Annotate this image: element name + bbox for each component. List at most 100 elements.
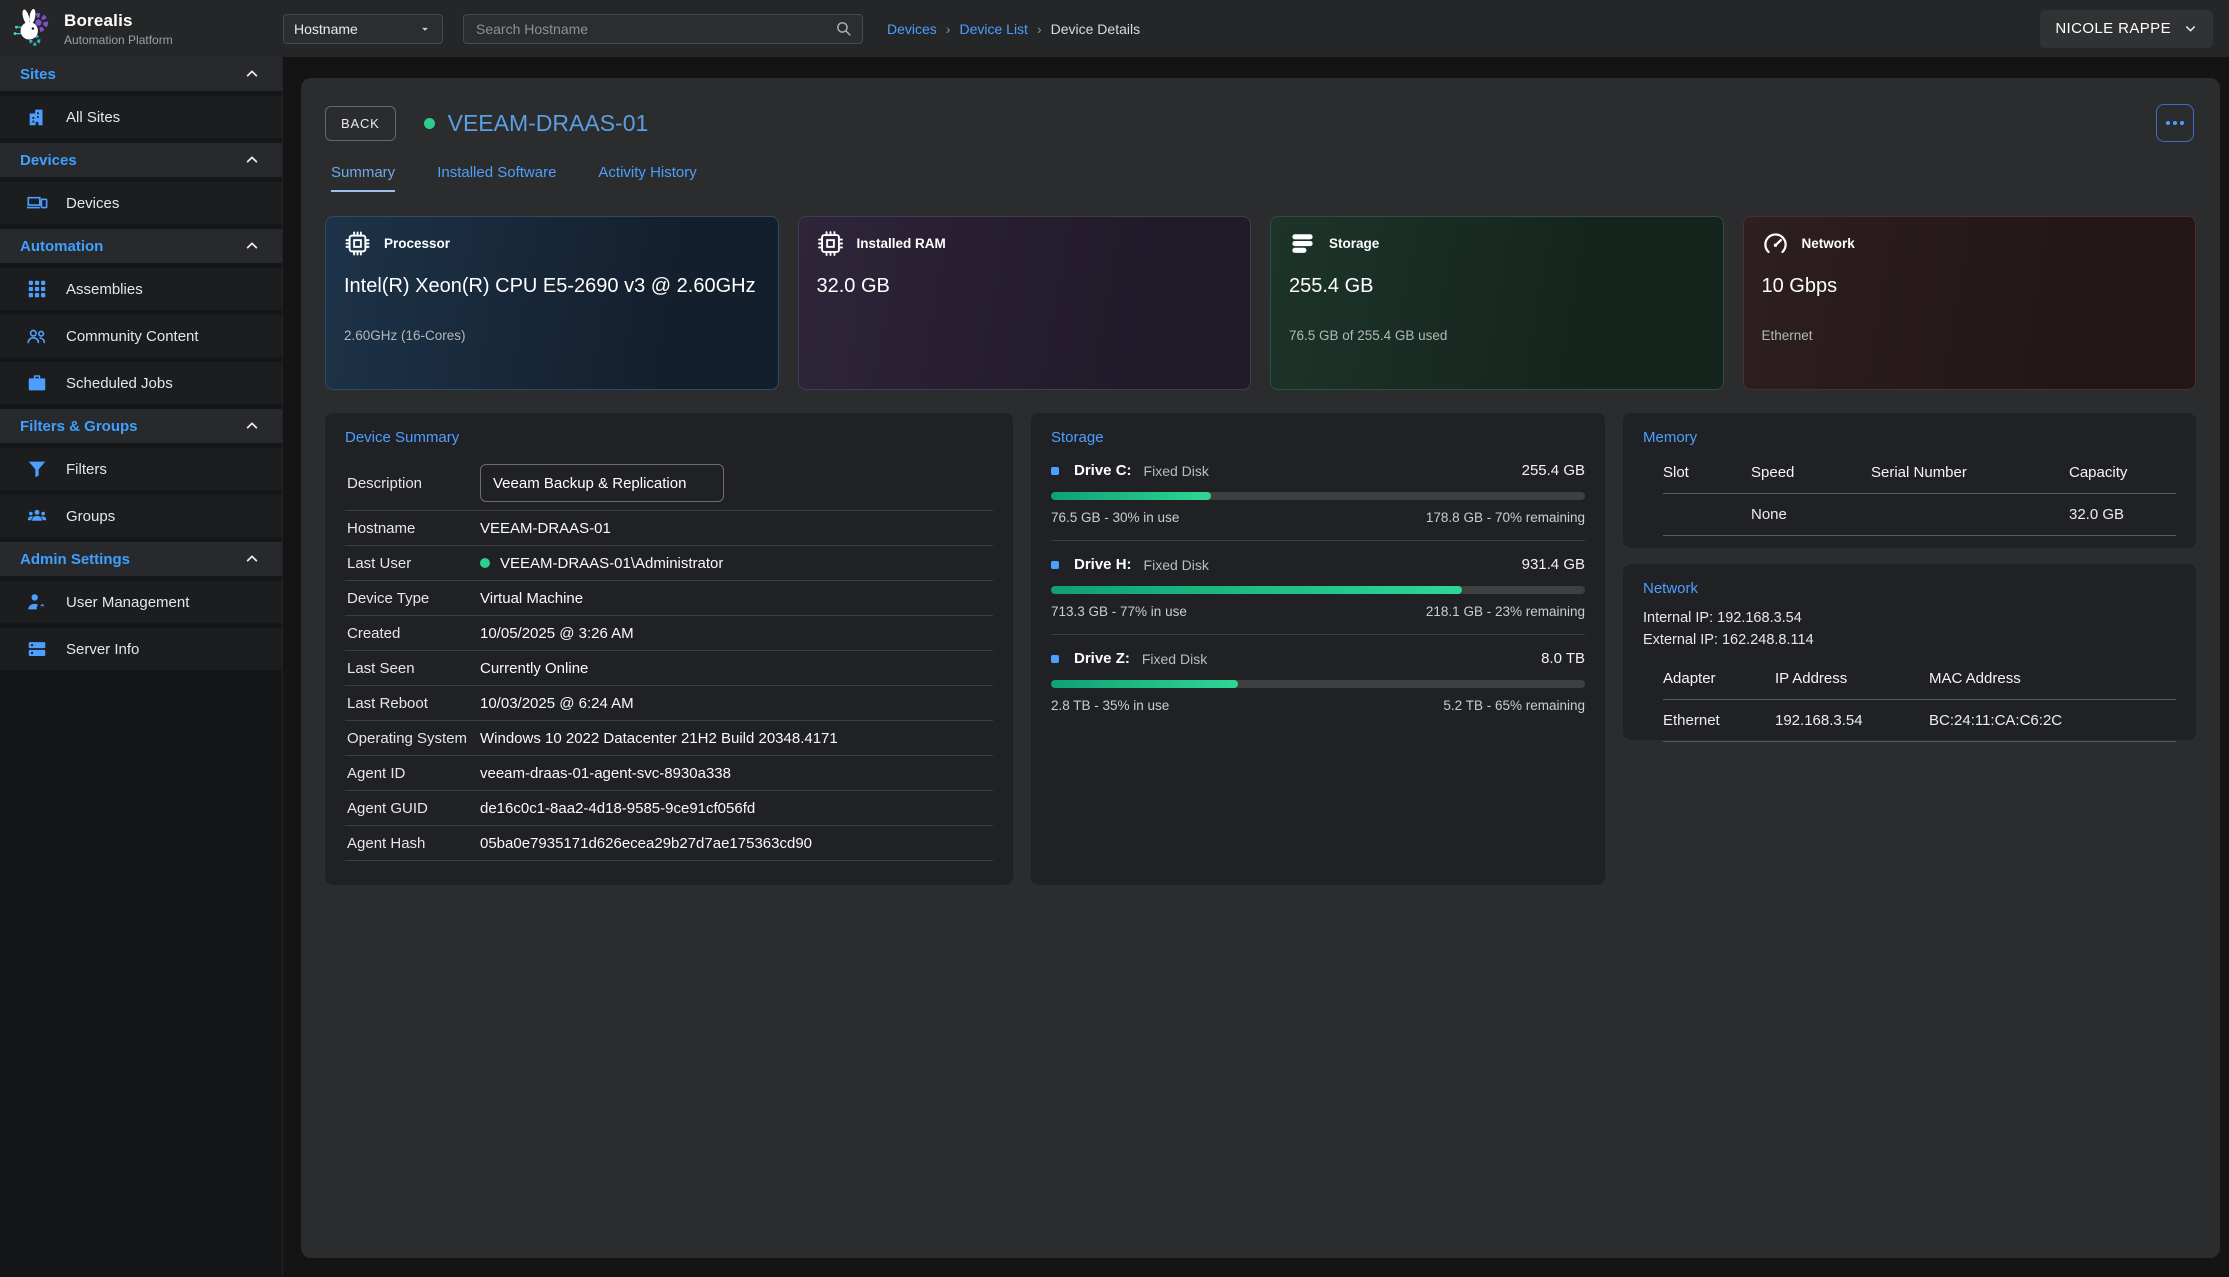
sidebar-item-community-content[interactable]: Community Content — [0, 315, 282, 357]
breadcrumb-device-list[interactable]: Device List — [959, 21, 1027, 37]
filter-icon — [26, 458, 48, 480]
drive-bullet-icon — [1051, 561, 1059, 569]
search-input[interactable] — [474, 20, 835, 38]
topbar: Borealis Automation Platform Hostname De… — [0, 0, 2229, 57]
memory-table: SlotSpeedSerial NumberCapacityNone32.0 G… — [1643, 460, 2176, 536]
summary-row-label: Agent GUID — [347, 800, 480, 817]
stat-card-installed-ram: Installed RAM32.0 GB — [798, 216, 1252, 390]
drive-type: Fixed Disk — [1142, 651, 1207, 667]
tab-installed-software[interactable]: Installed Software — [437, 164, 556, 192]
sidebar-item-user-management[interactable]: User Management — [0, 581, 282, 623]
sidebar-item-label: Devices — [66, 195, 119, 212]
stat-card-value: 32.0 GB — [817, 273, 1233, 300]
building-icon — [26, 106, 48, 128]
summary-row-label: Description — [347, 475, 480, 492]
tab-summary[interactable]: Summary — [331, 164, 395, 192]
more-options-button[interactable] — [2156, 104, 2194, 142]
breadcrumb: Devices›Device List›Device Details — [887, 21, 1140, 37]
ellipsis-icon — [2166, 121, 2170, 125]
chevron-up-icon — [244, 66, 260, 82]
stat-card-value: 10 Gbps — [1762, 273, 2178, 300]
chevron-down-icon — [418, 22, 432, 36]
sidebar-section-admin-settings[interactable]: Admin Settings — [0, 542, 282, 576]
chevron-up-icon — [244, 152, 260, 168]
stat-card-header: Network — [1762, 230, 2178, 257]
summary-row-value: VEEAM-DRAAS-01\Administrator — [480, 555, 723, 572]
sidebar-item-server-info[interactable]: Server Info — [0, 628, 282, 670]
server-icon — [26, 638, 48, 660]
drive-size: 255.4 GB — [1522, 462, 1585, 479]
brand: Borealis Automation Platform — [0, 7, 283, 51]
sidebar-item-label: Groups — [66, 508, 115, 525]
sidebar-item-label: Scheduled Jobs — [66, 375, 173, 392]
panel-title: Storage — [1051, 429, 1585, 446]
network-panel: Network Internal IP: 192.168.3.54 Extern… — [1623, 564, 2196, 740]
drive-usage-bar — [1051, 586, 1585, 594]
gauge-icon — [1762, 230, 1789, 257]
search-filter-dropdown[interactable]: Hostname — [283, 14, 443, 44]
network-column-header: MAC Address — [1929, 666, 2176, 700]
borealis-logo-icon — [10, 7, 54, 51]
drive-name: Drive H: — [1074, 556, 1132, 573]
drive-list: Drive C:Fixed Disk255.4 GB76.5 GB - 30% … — [1051, 462, 1585, 713]
sidebar-item-groups[interactable]: Groups — [0, 495, 282, 537]
people-icon — [26, 325, 48, 347]
search-box — [463, 14, 863, 44]
sidebar-item-label: Server Info — [66, 641, 139, 658]
stat-card-subtext: 2.60GHz (16-Cores) — [344, 328, 760, 343]
summary-row-value: veeam-draas-01-agent-svc-8930a338 — [480, 765, 731, 782]
drive-name: Drive C: — [1074, 462, 1132, 479]
search-icon[interactable] — [835, 20, 852, 37]
group-icon — [26, 505, 48, 527]
sidebar-item-assemblies[interactable]: Assemblies — [0, 268, 282, 310]
summary-value-text: 10/05/2025 @ 3:26 AM — [480, 625, 634, 642]
drive-type: Fixed Disk — [1144, 463, 1209, 479]
panel-title: Network — [1643, 580, 2176, 597]
sidebar-section-automation[interactable]: Automation — [0, 229, 282, 263]
network-table: AdapterIP AddressMAC AddressEthernet192.… — [1643, 666, 2176, 742]
device-details-container: BACK VEEAM-DRAAS-01 Summary Installed Sof… — [301, 78, 2220, 1258]
internal-ip: Internal IP: 192.168.3.54 — [1643, 607, 2176, 629]
drive-header-drive-c: Drive C: Fixed Disk 255.4 GB — [1051, 462, 1585, 479]
sidebar-item-label: User Management — [66, 594, 189, 611]
summary-row-value: Currently Online — [480, 660, 588, 677]
summary-row-label: Last Seen — [347, 660, 480, 677]
sidebar-item-devices[interactable]: Devices — [0, 182, 282, 224]
drive-type: Fixed Disk — [1144, 557, 1209, 573]
sidebar-section-sites[interactable]: Sites — [0, 57, 282, 91]
summary-value-text: 10/03/2025 @ 6:24 AM — [480, 695, 634, 712]
breadcrumb-device-details: Device Details — [1051, 21, 1140, 37]
drive-usage-labels: 713.3 GB - 77% in use218.1 GB - 23% rema… — [1051, 604, 1585, 619]
drive-remaining-label: 178.8 GB - 70% remaining — [1426, 510, 1585, 525]
drive-usage-fill — [1051, 680, 1238, 688]
tab-activity-history[interactable]: Activity History — [598, 164, 696, 192]
drive-bullet-icon — [1051, 467, 1059, 475]
sidebar-item-label: Assemblies — [66, 281, 143, 298]
user-menu-button[interactable]: NICOLE RAPPE — [2040, 10, 2213, 48]
drive-size: 931.4 GB — [1522, 556, 1585, 573]
sidebar-item-filters[interactable]: Filters — [0, 448, 282, 490]
breadcrumb-separator: › — [946, 21, 951, 37]
brand-name: Borealis — [64, 11, 173, 31]
sidebar-section-devices[interactable]: Devices — [0, 143, 282, 177]
sidebar-section-filters-groups[interactable]: Filters & Groups — [0, 409, 282, 443]
breadcrumb-devices[interactable]: Devices — [887, 21, 937, 37]
description-input[interactable] — [480, 464, 724, 502]
summary-value-text: Currently Online — [480, 660, 588, 677]
summary-row-label: Last Reboot — [347, 695, 480, 712]
online-status-dot — [424, 118, 435, 129]
drive-used-label: 713.3 GB - 77% in use — [1051, 604, 1187, 619]
summary-value-text: veeam-draas-01-agent-svc-8930a338 — [480, 765, 731, 782]
summary-row-operating-system: Operating SystemWindows 10 2022 Datacent… — [345, 721, 993, 756]
summary-row-value: 10/05/2025 @ 3:26 AM — [480, 625, 634, 642]
sidebar-item-scheduled-jobs[interactable]: Scheduled Jobs — [0, 362, 282, 404]
summary-row-value: VEEAM-DRAAS-01 — [480, 520, 611, 537]
drive-usage-fill — [1051, 492, 1211, 500]
stat-card-value: Intel(R) Xeon(R) CPU E5-2690 v3 @ 2.60GH… — [344, 273, 760, 300]
drive-header-drive-z: Drive Z:Fixed Disk8.0 TB — [1051, 650, 1585, 667]
sidebar-item-all-sites[interactable]: All Sites — [0, 96, 282, 138]
stat-card-header: Processor — [344, 230, 760, 257]
back-button[interactable]: BACK — [325, 106, 396, 141]
summary-value-text: VEEAM-DRAAS-01 — [480, 520, 611, 537]
cpu-icon — [344, 230, 371, 257]
